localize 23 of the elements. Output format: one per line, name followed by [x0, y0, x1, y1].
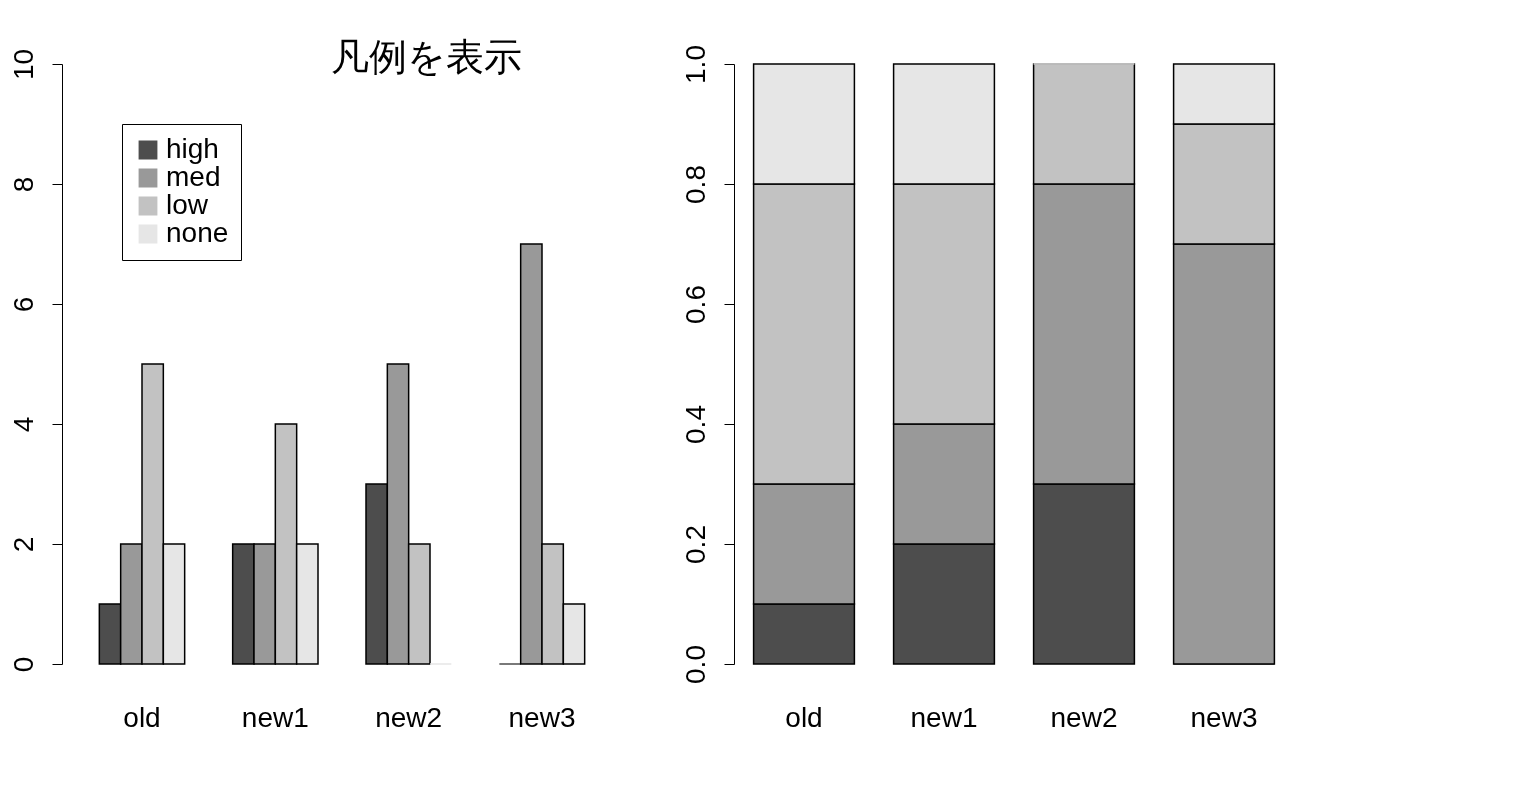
y-tick-label: 0.2	[679, 525, 711, 564]
y-tick-label: 8	[7, 176, 39, 193]
legend-label: low	[166, 189, 209, 220]
legend-label: none	[166, 217, 229, 248]
x-tick-label: new3	[508, 701, 576, 733]
y-tick-label: 0.8	[679, 165, 711, 204]
y-tick-label: 2	[7, 536, 39, 553]
y-tick-label: 0.4	[679, 405, 711, 444]
y-tick-label: 0	[7, 656, 39, 673]
annotation: 凡例を表示	[330, 35, 522, 79]
x-tick-label: new2	[375, 701, 443, 733]
x-tick-label: old	[785, 701, 823, 733]
y-tick-label: 0.0	[679, 645, 711, 684]
x-tick-label: new1	[910, 701, 978, 733]
x-tick-label: new1	[241, 701, 309, 733]
y-tick-label: 0.6	[679, 285, 711, 324]
y-tick-label: 10	[7, 48, 39, 81]
y-tick-label: 4	[7, 416, 39, 433]
x-tick-label: new2	[1050, 701, 1118, 733]
y-tick-label: 6	[7, 296, 39, 313]
x-tick-label: new3	[1190, 701, 1258, 733]
y-tick-label: 1.0	[679, 45, 711, 84]
x-tick-label: old	[123, 701, 161, 733]
